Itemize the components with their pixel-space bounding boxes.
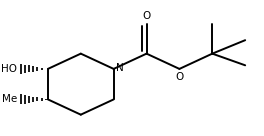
Text: Me: Me: [2, 94, 17, 104]
Text: HO: HO: [1, 64, 17, 74]
Text: N: N: [116, 63, 124, 73]
Text: O: O: [175, 72, 183, 82]
Text: O: O: [142, 11, 151, 21]
